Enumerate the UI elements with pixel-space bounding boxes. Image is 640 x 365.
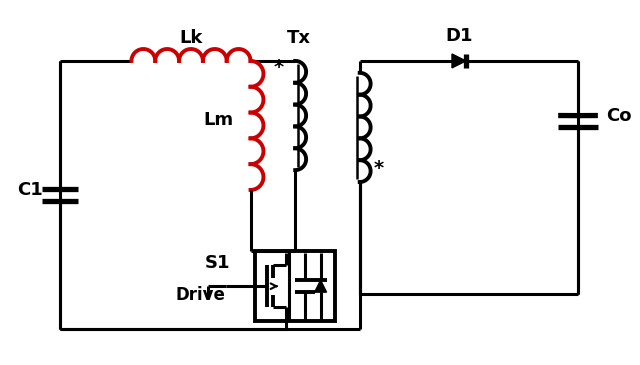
Text: Tx: Tx bbox=[287, 29, 311, 47]
Text: D1: D1 bbox=[445, 27, 473, 45]
Text: *: * bbox=[273, 58, 284, 77]
Text: Co: Co bbox=[606, 107, 631, 126]
Polygon shape bbox=[315, 280, 326, 292]
Text: S1: S1 bbox=[205, 254, 230, 272]
Text: Lk: Lk bbox=[179, 29, 203, 47]
Text: Drive: Drive bbox=[176, 286, 226, 304]
Text: C1: C1 bbox=[17, 181, 43, 199]
Polygon shape bbox=[452, 54, 466, 68]
Bar bbox=[255, 251, 335, 321]
Text: Lm: Lm bbox=[204, 111, 234, 130]
Text: *: * bbox=[374, 159, 384, 178]
